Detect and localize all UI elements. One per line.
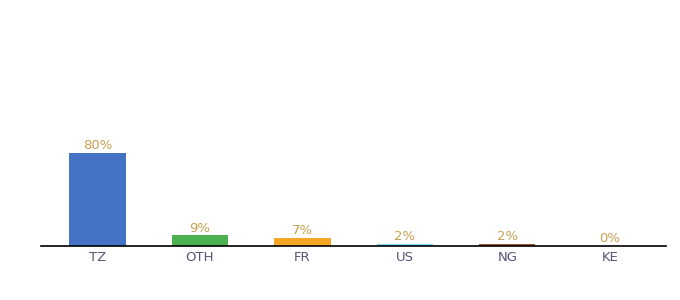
Text: 7%: 7% [292, 224, 313, 237]
Bar [172, 236, 228, 246]
Text: 2%: 2% [394, 230, 415, 243]
Text: 0%: 0% [599, 232, 620, 245]
Text: 9%: 9% [190, 222, 210, 235]
Bar [377, 244, 433, 246]
Text: 80%: 80% [83, 139, 112, 152]
Text: 2%: 2% [497, 230, 518, 243]
Bar [479, 244, 535, 246]
Bar [274, 238, 330, 246]
Bar [69, 152, 126, 246]
